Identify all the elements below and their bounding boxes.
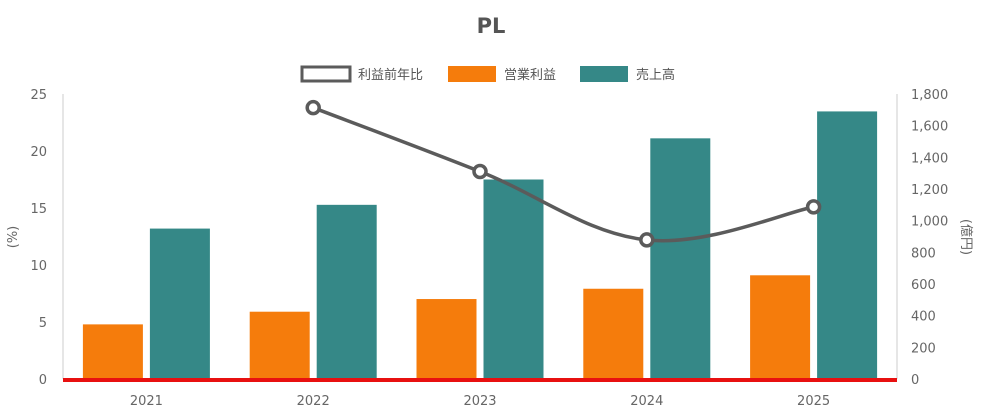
right-axis-label: (億円) bbox=[958, 219, 974, 255]
legend-item-sales[interactable]: 売上高 bbox=[580, 66, 675, 83]
point-profit-growth[interactable] bbox=[639, 232, 655, 248]
left-tick-label: 0 bbox=[39, 373, 47, 388]
left-axis-label: (%) bbox=[6, 226, 21, 249]
right-tick-label: 600 bbox=[911, 278, 936, 293]
bar-operating-profit-2025[interactable] bbox=[750, 275, 811, 379]
point-profit-growth[interactable] bbox=[805, 199, 822, 215]
x-tick-label: 2023 bbox=[463, 394, 496, 409]
line-group bbox=[305, 99, 822, 248]
line-profit-growth bbox=[312, 106, 814, 243]
x-tick-label: 2021 bbox=[130, 394, 163, 409]
bars-group bbox=[63, 111, 897, 382]
right-tick-label: 200 bbox=[911, 341, 936, 356]
legend-item-profit-growth[interactable]: 利益前年比 bbox=[300, 65, 423, 83]
left-tick-label: 15 bbox=[30, 202, 47, 217]
bar-sales-2022[interactable] bbox=[316, 204, 377, 379]
right-tick-label: 1,200 bbox=[911, 183, 948, 198]
x-tick-label: 2025 bbox=[797, 394, 830, 409]
chart-title: PL bbox=[477, 14, 506, 38]
left-tick-label: 10 bbox=[30, 259, 47, 274]
x-tick-label: 2022 bbox=[297, 394, 330, 409]
bar-sales-2021[interactable] bbox=[149, 228, 210, 379]
legend-swatch-operating-profit bbox=[448, 66, 496, 82]
legend: 利益前年比 営業利益 売上高 bbox=[300, 65, 675, 83]
right-tick-label: 1,600 bbox=[911, 120, 948, 135]
right-tick-label: 1,400 bbox=[911, 151, 948, 166]
legend-label-sales: 売上高 bbox=[636, 67, 675, 83]
bar-operating-profit-2021[interactable] bbox=[82, 324, 143, 379]
bar-operating-profit-2022[interactable] bbox=[249, 311, 310, 379]
legend-swatch-profit-growth bbox=[300, 65, 352, 83]
left-tick-label: 20 bbox=[30, 145, 47, 160]
right-axis-ticks: 0 200 400 600 800 1,000 1,200 1,400 1,600 1,800 bbox=[896, 88, 948, 388]
x-axis-ticks: 2021 2022 2023 2024 2025 bbox=[130, 394, 830, 409]
bar-operating-profit-2024[interactable] bbox=[583, 288, 644, 379]
right-tick-label: 400 bbox=[911, 310, 936, 325]
point-profit-growth[interactable] bbox=[472, 163, 488, 180]
bar-sales-2023[interactable] bbox=[483, 179, 544, 380]
legend-label-profit-growth: 利益前年比 bbox=[358, 67, 423, 83]
bar-operating-profit-2023[interactable] bbox=[416, 299, 477, 379]
bar-sales-2024[interactable] bbox=[650, 138, 711, 379]
left-tick-label: 5 bbox=[39, 316, 47, 331]
right-tick-label: 1,000 bbox=[911, 215, 948, 230]
x-tick-label: 2024 bbox=[630, 394, 663, 409]
legend-item-operating-profit[interactable]: 営業利益 bbox=[448, 66, 556, 83]
point-profit-growth[interactable] bbox=[305, 99, 321, 116]
right-tick-label: 800 bbox=[911, 246, 936, 261]
legend-swatch-sales bbox=[580, 66, 628, 82]
left-axis-ticks: 0 5 10 15 20 25 bbox=[30, 88, 64, 388]
bar-sales-2025[interactable] bbox=[817, 111, 878, 380]
right-tick-label: 1,800 bbox=[911, 88, 948, 103]
legend-label-operating-profit: 営業利益 bbox=[504, 67, 556, 83]
left-tick-label: 25 bbox=[30, 88, 47, 103]
right-tick-label: 0 bbox=[911, 373, 919, 388]
